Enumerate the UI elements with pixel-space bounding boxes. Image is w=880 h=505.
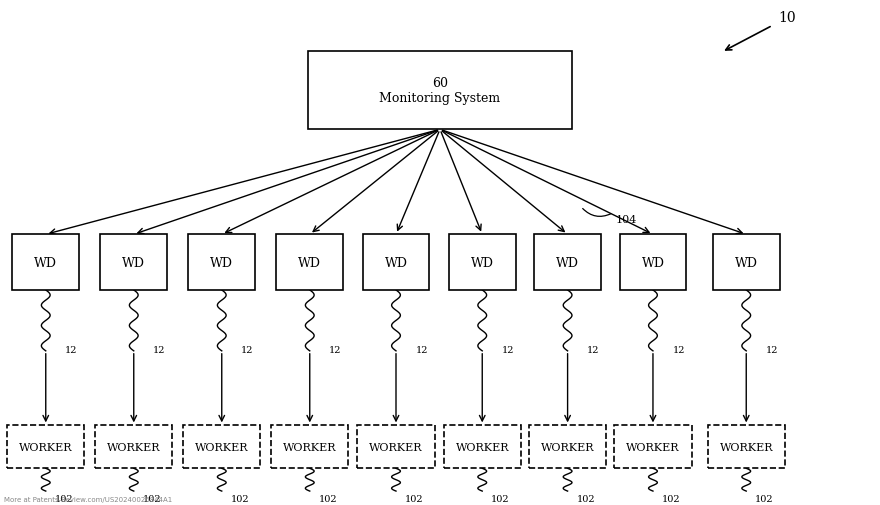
Bar (183, 425, 260, 469)
Bar (529, 425, 606, 469)
Text: 102: 102 (576, 494, 595, 503)
Bar (276, 235, 343, 290)
Text: 12: 12 (587, 345, 599, 354)
Bar (708, 425, 785, 469)
Text: WD: WD (385, 256, 407, 269)
Text: WD: WD (122, 256, 145, 269)
Bar (7, 425, 84, 469)
Text: WORKER: WORKER (720, 442, 773, 452)
Text: 12: 12 (766, 345, 778, 354)
Text: WORKER: WORKER (19, 442, 72, 452)
Text: WD: WD (471, 256, 494, 269)
Bar (363, 235, 429, 290)
Text: Monitoring System: Monitoring System (379, 91, 501, 105)
Text: WD: WD (556, 256, 579, 269)
Text: WD: WD (210, 256, 233, 269)
Bar (12, 235, 79, 290)
Bar (188, 235, 255, 290)
Text: WORKER: WORKER (456, 442, 509, 452)
Text: 102: 102 (662, 494, 680, 503)
Text: 12: 12 (65, 345, 77, 354)
Text: WD: WD (34, 256, 57, 269)
Text: 102: 102 (143, 494, 161, 503)
Text: 10: 10 (779, 11, 796, 25)
Bar (534, 235, 601, 290)
Text: WORKER: WORKER (107, 442, 160, 452)
Text: 60: 60 (432, 77, 448, 90)
Text: 102: 102 (491, 494, 510, 503)
Text: WORKER: WORKER (283, 442, 336, 452)
Bar (100, 235, 167, 290)
Text: WD: WD (642, 256, 664, 269)
Text: WORKER: WORKER (541, 442, 594, 452)
Bar (444, 425, 521, 469)
Text: WORKER: WORKER (195, 442, 248, 452)
Text: 12: 12 (153, 345, 165, 354)
Bar (620, 235, 686, 290)
Text: 104: 104 (616, 215, 637, 225)
Bar (271, 425, 348, 469)
Text: WD: WD (298, 256, 321, 269)
Text: WORKER: WORKER (627, 442, 679, 452)
Text: 102: 102 (55, 494, 73, 503)
Text: 12: 12 (415, 345, 428, 354)
Text: 102: 102 (231, 494, 249, 503)
Bar (95, 425, 172, 469)
Text: More at Patents-Review.com/US20240026844A1: More at Patents-Review.com/US20240026844… (4, 496, 172, 502)
Bar (614, 425, 692, 469)
Text: WORKER: WORKER (370, 442, 422, 452)
Text: 12: 12 (241, 345, 253, 354)
Text: 12: 12 (329, 345, 341, 354)
Text: 12: 12 (502, 345, 514, 354)
Bar (308, 52, 572, 130)
Text: WD: WD (735, 256, 758, 269)
Bar (713, 235, 780, 290)
Bar (449, 235, 516, 290)
Bar (357, 425, 435, 469)
Text: 102: 102 (405, 494, 423, 503)
Text: 12: 12 (672, 345, 685, 354)
Text: 102: 102 (755, 494, 774, 503)
Text: 102: 102 (319, 494, 337, 503)
